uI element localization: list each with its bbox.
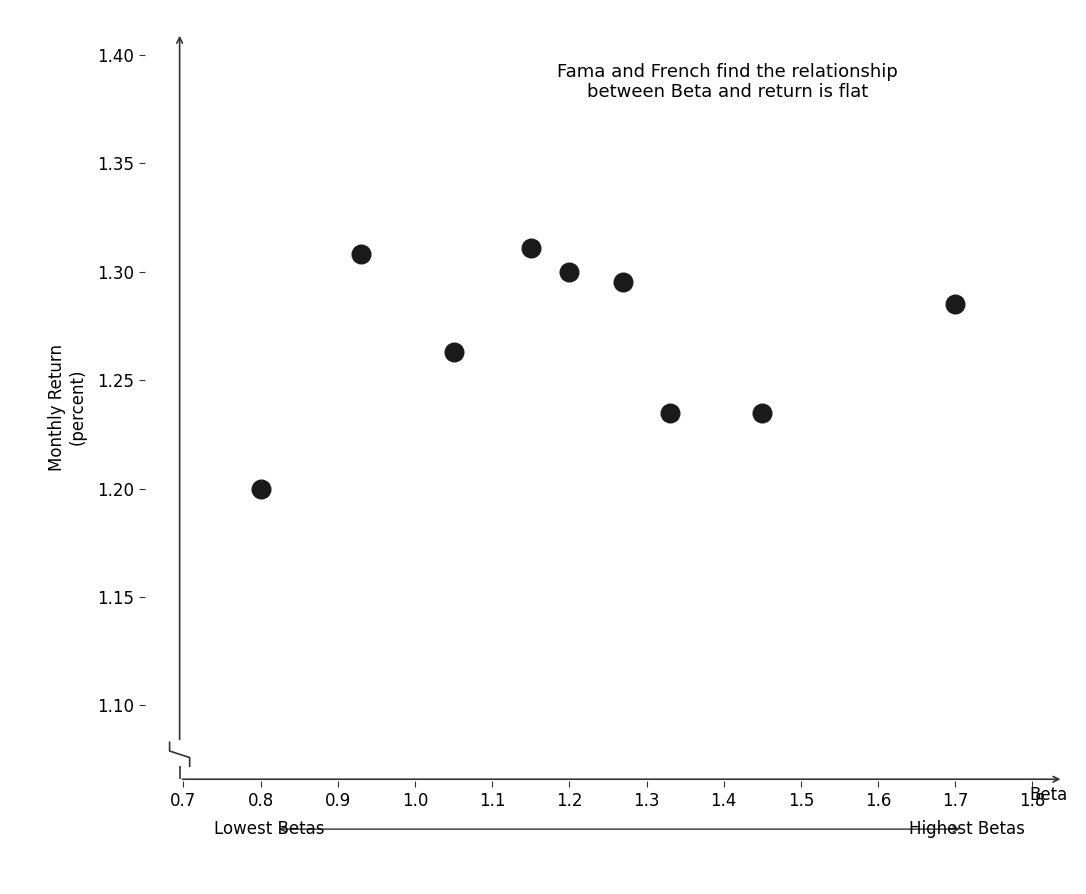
Text: Beta: Beta xyxy=(1028,786,1068,804)
Point xyxy=(252,481,269,495)
Point xyxy=(522,240,540,255)
Y-axis label: Monthly Return
(percent): Monthly Return (percent) xyxy=(48,343,87,470)
Text: Highest Betas: Highest Betas xyxy=(909,820,1025,839)
Point xyxy=(445,345,463,359)
Point xyxy=(352,247,369,261)
Point xyxy=(947,297,964,311)
Text: Lowest Betas: Lowest Betas xyxy=(214,820,325,839)
Point xyxy=(615,275,632,290)
Point xyxy=(560,265,578,279)
Point xyxy=(754,405,771,419)
Text: Fama and French find the relationship
between Beta and return is flat: Fama and French find the relationship be… xyxy=(557,63,898,101)
Point xyxy=(661,405,679,419)
